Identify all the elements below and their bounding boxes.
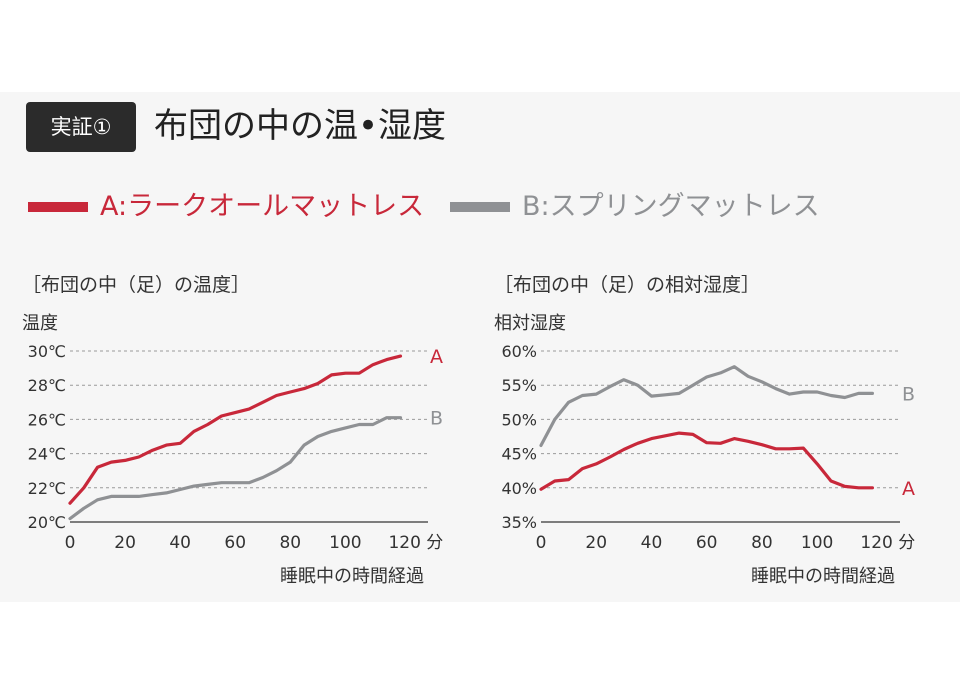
chart1-y-tick-label: 24℃ [28, 445, 66, 464]
chart1-series-a-line [68, 354, 403, 505]
chart2-x-tick-label: 40 [641, 533, 663, 553]
chart1-end-label-a: A [430, 346, 443, 368]
chart1-x-tick-label: 40 [169, 533, 191, 553]
chart1-series-b-line [68, 416, 403, 521]
chart1-y-tick-label: 28℃ [28, 376, 66, 395]
legend-swatch-a [28, 202, 88, 212]
chart2-title: ［布団の中（足）の相対湿度］ [494, 274, 760, 296]
chart1-y-tick-label: 26℃ [28, 410, 66, 429]
chart2-end-label-b: B [902, 383, 915, 405]
chart2-y-tick-label: 40% [501, 479, 537, 498]
chart1-y-tick-label: 30℃ [28, 342, 66, 361]
legend-label-a: A:ラークオールマットレス [100, 191, 425, 222]
chart1-xlabel: 睡眠中の時間経過 [280, 566, 424, 587]
chart1-end-label-b: B [430, 408, 443, 430]
chart2-x-tick-label: 120 分 [860, 533, 915, 553]
chart1-ylabel: 温度 [22, 313, 58, 334]
chart2-y-tick-label: 55% [501, 376, 537, 395]
chart2-y-tick-label: 50% [501, 410, 537, 429]
chart2-y-tick-label: 60% [501, 342, 537, 361]
chart1-x-tick-label: 80 [279, 533, 301, 553]
section-badge: 実証① [26, 102, 136, 152]
chart1-x-tick-label: 120 分 [388, 533, 443, 553]
chart2-x-tick-label: 100 [801, 533, 833, 553]
legend-swatch-b [450, 202, 510, 212]
chart1-x-tick-label: 100 [329, 533, 361, 553]
chart2-series-b-line [539, 365, 875, 447]
chart2-x-tick-label: 60 [696, 533, 718, 553]
chart2-end-label-a: A [902, 478, 915, 500]
chart2-x-tick-label: 80 [751, 533, 773, 553]
chart1-title: ［布団の中（足）の温度］ [22, 274, 250, 296]
chart2-ylabel: 相対湿度 [494, 313, 566, 334]
chart2-x-tick-label: 0 [536, 533, 547, 553]
chart2-xlabel: 睡眠中の時間経過 [751, 566, 895, 587]
chart1-x-tick-label: 20 [114, 533, 136, 553]
chart2-x-tick-label: 20 [585, 533, 607, 553]
chart1-x-tick-label: 0 [65, 533, 76, 553]
page-title: 布団の中の温•湿度 [154, 106, 447, 146]
chart2-series-a-line [539, 431, 875, 491]
chart2-y-tick-label: 35% [501, 513, 537, 532]
chart-panel [0, 92, 960, 602]
chart1-y-tick-label: 20℃ [28, 513, 66, 532]
chart1-y-tick-label: 22℃ [28, 479, 66, 498]
chart2-y-tick-label: 45% [501, 445, 537, 464]
legend-label-b: B:スプリングマットレス [522, 191, 820, 222]
chart1-x-tick-label: 60 [224, 533, 246, 553]
